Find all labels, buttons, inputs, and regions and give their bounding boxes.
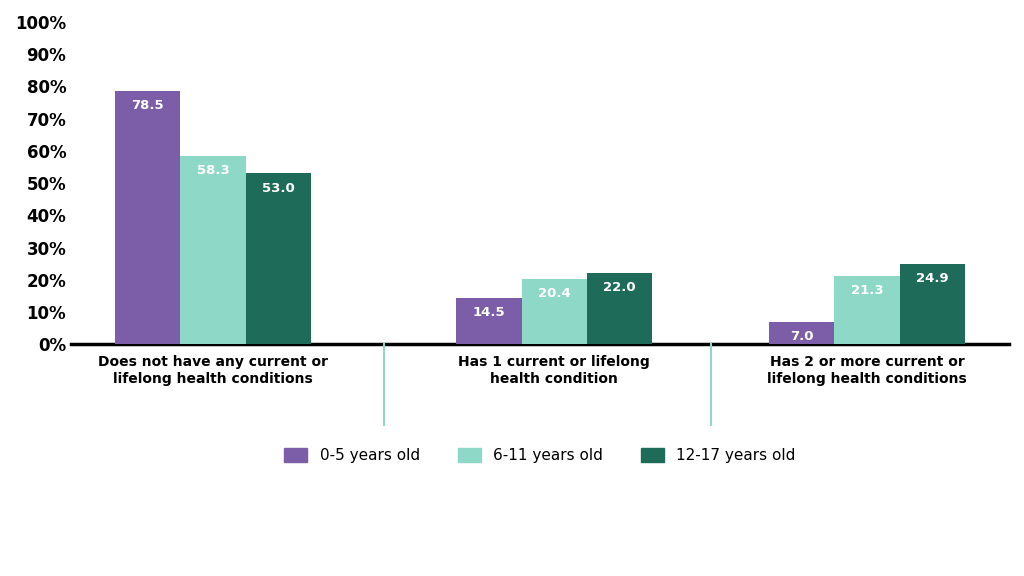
Bar	[180, 157, 246, 344]
Bar	[456, 298, 521, 344]
Bar	[899, 264, 965, 344]
Text: 7.0: 7.0	[790, 330, 813, 343]
Legend: 0-5 years old, 6-11 years old, 12-17 years old: 0-5 years old, 6-11 years old, 12-17 yea…	[279, 442, 802, 469]
Bar	[115, 91, 180, 344]
Text: 78.5: 78.5	[131, 99, 164, 112]
Bar	[769, 322, 835, 344]
Text: 14.5: 14.5	[472, 306, 505, 319]
Text: 24.9: 24.9	[915, 272, 948, 285]
Text: 58.3: 58.3	[197, 165, 229, 177]
Text: 53.0: 53.0	[262, 181, 295, 195]
Bar	[246, 173, 311, 344]
Text: 22.0: 22.0	[603, 282, 636, 294]
Bar	[835, 276, 899, 344]
Bar	[587, 274, 652, 344]
Text: 21.3: 21.3	[851, 284, 883, 297]
Text: 20.4: 20.4	[538, 287, 570, 300]
Bar	[521, 279, 587, 344]
